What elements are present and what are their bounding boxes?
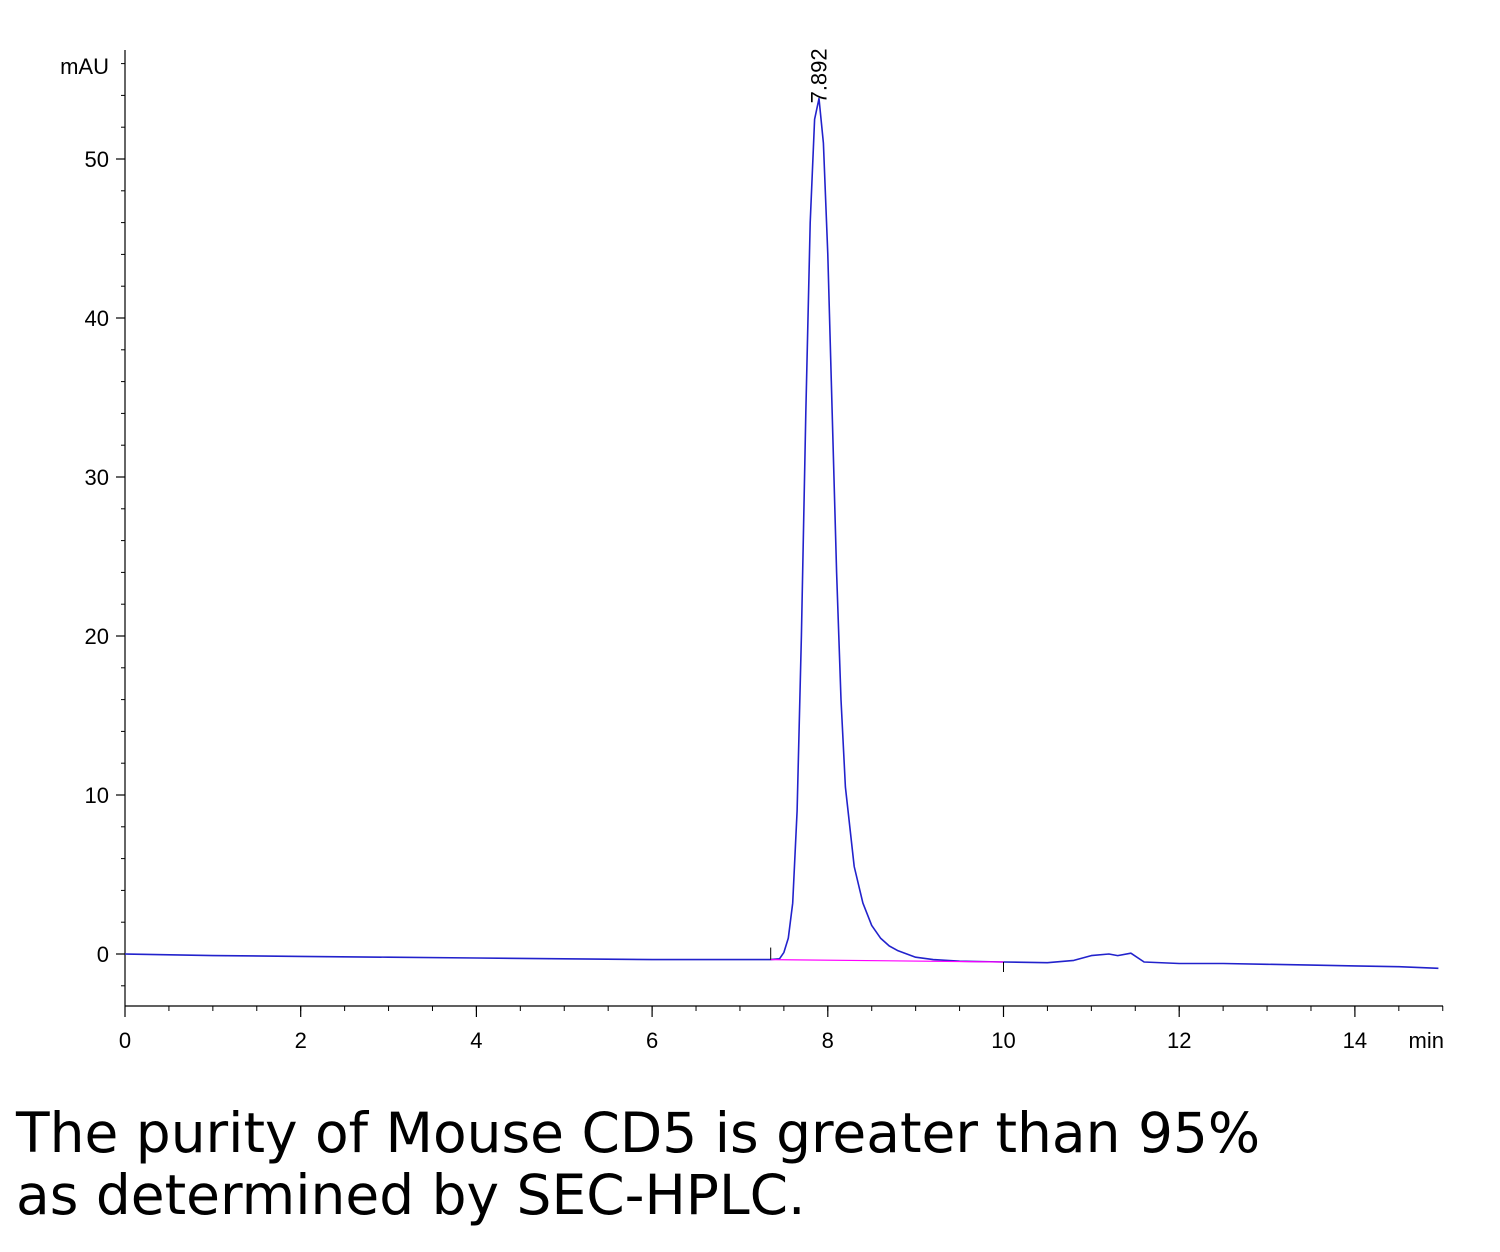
baseline-trace: [770, 959, 1004, 963]
x-tick-label: 12: [1167, 1028, 1191, 1053]
y-tick-label: 40: [85, 306, 109, 331]
peak-label: 7.892: [806, 48, 831, 103]
y-unit-label: mAU: [60, 54, 109, 79]
y-tick-label: 0: [97, 942, 109, 967]
x-tick-label: 6: [646, 1028, 658, 1053]
x-tick-label: 0: [119, 1028, 131, 1053]
y-tick-label: 10: [85, 783, 109, 808]
x-tick-label: 10: [991, 1028, 1015, 1053]
caption-line-1: The purity of Mouse CD5 is greater than …: [16, 1101, 1261, 1165]
x-tick-label: 8: [822, 1028, 834, 1053]
labels: 0 10 20 30 40 50 0 2 4 6 8 10 12 14 mAU min 7.892: [60, 48, 1444, 1053]
x-unit-label: min: [1409, 1028, 1444, 1053]
x-tick-label: 14: [1343, 1028, 1367, 1053]
y-tick-label: 30: [85, 465, 109, 490]
chromatogram-chart: 0 10 20 30 40 50 0 2 4 6 8 10 12 14 mAU min 7.892: [60, 48, 1444, 1053]
signal-trace: [124, 97, 1439, 970]
caption-line-2: as determined by SEC-HPLC.: [16, 1163, 806, 1227]
axes: [116, 50, 1444, 1017]
y-tick-label: 20: [85, 624, 109, 649]
caption: The purity of Mouse CD5 is greater than …: [16, 1102, 1476, 1226]
x-tick-label: 4: [470, 1028, 482, 1053]
series-layer: [124, 97, 1439, 972]
x-tick-label: 2: [295, 1028, 307, 1053]
y-tick-label: 50: [85, 147, 109, 172]
